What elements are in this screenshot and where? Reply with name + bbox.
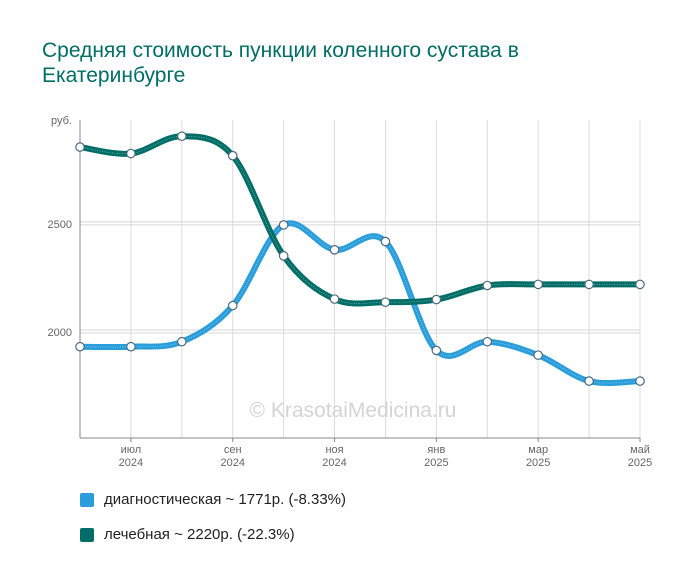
data-point-treatment xyxy=(482,280,493,291)
x-tick-label-month: сен xyxy=(224,444,242,456)
data-point-diagnostic xyxy=(635,376,645,386)
data-point-treatment xyxy=(329,294,340,304)
x-tick-label-year: 2024 xyxy=(322,457,346,469)
data-point-treatment xyxy=(278,251,289,261)
axis-layer: 20002500руб.июл2024сен2024ноя2024янв2025… xyxy=(48,115,653,469)
x-tick-label-year: 2024 xyxy=(220,457,244,469)
data-point-diagnostic xyxy=(126,341,136,352)
chart-title: Средняя стоимость пункции коленного суст… xyxy=(42,39,519,87)
x-tick-label-month: ноя xyxy=(325,444,343,456)
series-layer xyxy=(75,131,645,387)
x-tick-label-year: 2025 xyxy=(526,457,550,469)
series-line-treatment xyxy=(77,133,643,307)
data-point-diagnostic xyxy=(533,350,543,360)
x-tick-label-year: 2025 xyxy=(628,457,652,469)
data-point-treatment xyxy=(177,131,187,142)
x-tick-label-month: янв xyxy=(427,444,445,456)
legend-swatch-diagnostic xyxy=(80,492,94,507)
data-point-treatment xyxy=(584,279,594,290)
legend-item-treatment[interactable]: лечебная ~ 2220р. (-22.3%) xyxy=(80,526,295,543)
data-point-diagnostic xyxy=(584,376,594,386)
data-point-treatment xyxy=(533,279,543,290)
data-point-diagnostic xyxy=(227,300,238,311)
x-tick-label-month: июл xyxy=(121,444,142,456)
x-tick-label-month: май xyxy=(630,444,650,456)
data-point-diagnostic xyxy=(482,336,493,347)
data-point-treatment xyxy=(431,294,442,305)
grid-layer xyxy=(79,120,641,438)
x-tick-label-year: 2025 xyxy=(424,457,448,469)
y-tick-label: 2000 xyxy=(48,327,72,339)
watermark: © KrasotaiMedicina.ru xyxy=(250,399,457,422)
y-tick-label: 2500 xyxy=(48,219,72,231)
data-point-treatment xyxy=(635,279,645,290)
data-point-diagnostic xyxy=(177,336,187,347)
data-point-diagnostic xyxy=(278,220,289,230)
x-tick-label-month: мар xyxy=(528,444,548,456)
legend-swatch-treatment xyxy=(80,527,94,542)
data-point-treatment xyxy=(380,297,391,307)
data-point-treatment xyxy=(75,142,85,152)
legend-item-diagnostic[interactable]: диагностическая ~ 1771р. (-8.33%) xyxy=(80,491,346,508)
data-point-diagnostic xyxy=(431,345,442,356)
series-line-texture-treatment xyxy=(79,135,640,304)
data-point-treatment xyxy=(126,148,136,159)
data-point-diagnostic xyxy=(75,341,85,352)
legend-label-diagnostic: диагностическая ~ 1771р. (-8.33%) xyxy=(104,491,346,508)
data-point-diagnostic xyxy=(329,244,340,255)
legend-label-treatment: лечебная ~ 2220р. (-22.3%) xyxy=(104,526,295,543)
x-tick-label-year: 2024 xyxy=(119,457,143,469)
data-point-diagnostic xyxy=(380,236,391,247)
data-point-treatment xyxy=(227,150,238,161)
y-unit-label: руб. xyxy=(51,115,72,127)
